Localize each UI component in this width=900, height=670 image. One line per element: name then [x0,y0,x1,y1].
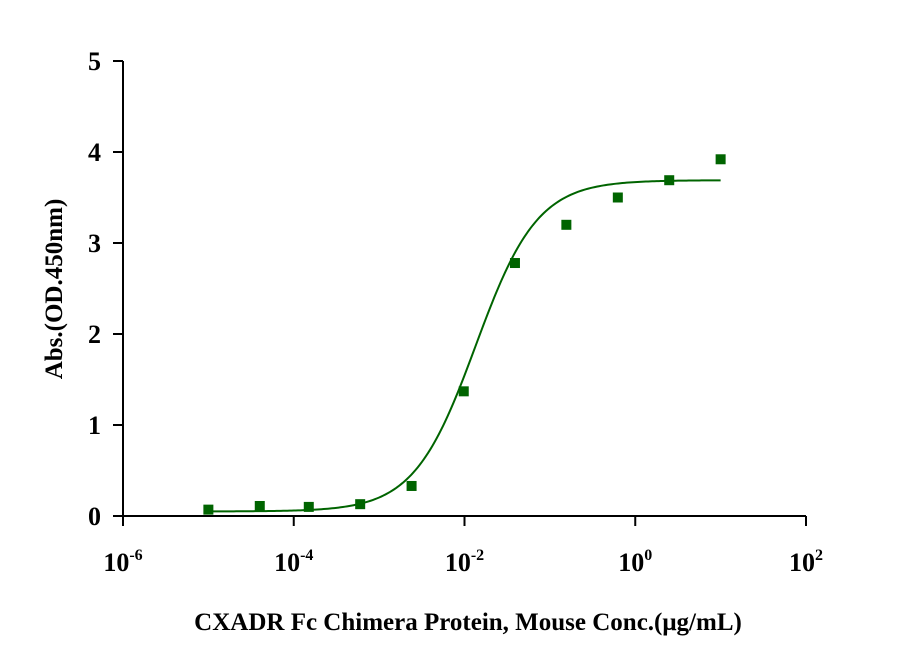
data-point [254,500,265,511]
x-tick-exponent: -4 [300,547,313,564]
data-point [509,258,520,269]
x-tick-label: 100 [618,547,652,577]
y-tick-label: 1 [88,411,101,440]
x-tick-base: 10 [789,548,815,577]
y-tick-label: 4 [88,138,101,167]
data-point [664,175,675,186]
y-tick-label: 0 [88,502,101,531]
x-tick-base: 10 [618,548,644,577]
y-axis-ticks: 0 1 2 3 4 5 [88,47,123,531]
x-axis-ticks: 10-6 10-4 10-2 100 102 [103,516,823,577]
x-tick-exponent: -6 [129,547,142,564]
y-tick-label: 2 [88,320,101,349]
data-points [203,154,726,515]
x-tick-label: 10-4 [274,547,313,577]
x-tick-base: 10 [274,548,300,577]
x-tick-label: 10-6 [103,547,142,577]
data-point [203,504,214,515]
x-tick-base: 10 [103,548,129,577]
x-tick-exponent: -2 [471,547,484,564]
data-point [561,219,572,230]
data-point [355,499,366,510]
data-point [458,386,469,397]
y-tick-label: 5 [88,47,101,76]
x-tick-exponent: 2 [815,547,823,564]
y-axis-title: Abs.(OD.450nm) [41,199,68,380]
x-axis-title: CXADR Fc Chimera Protein, Mouse Conc.(μg… [194,609,742,636]
y-tick-label: 3 [88,229,101,258]
x-tick-label: 10-2 [445,547,484,577]
x-tick-label: 102 [789,547,823,577]
data-point [612,192,623,203]
data-point [303,501,314,512]
fit-curve [208,179,721,513]
data-point [715,154,726,165]
data-point [406,480,417,491]
x-tick-base: 10 [445,548,471,577]
x-tick-exponent: 0 [644,547,652,564]
